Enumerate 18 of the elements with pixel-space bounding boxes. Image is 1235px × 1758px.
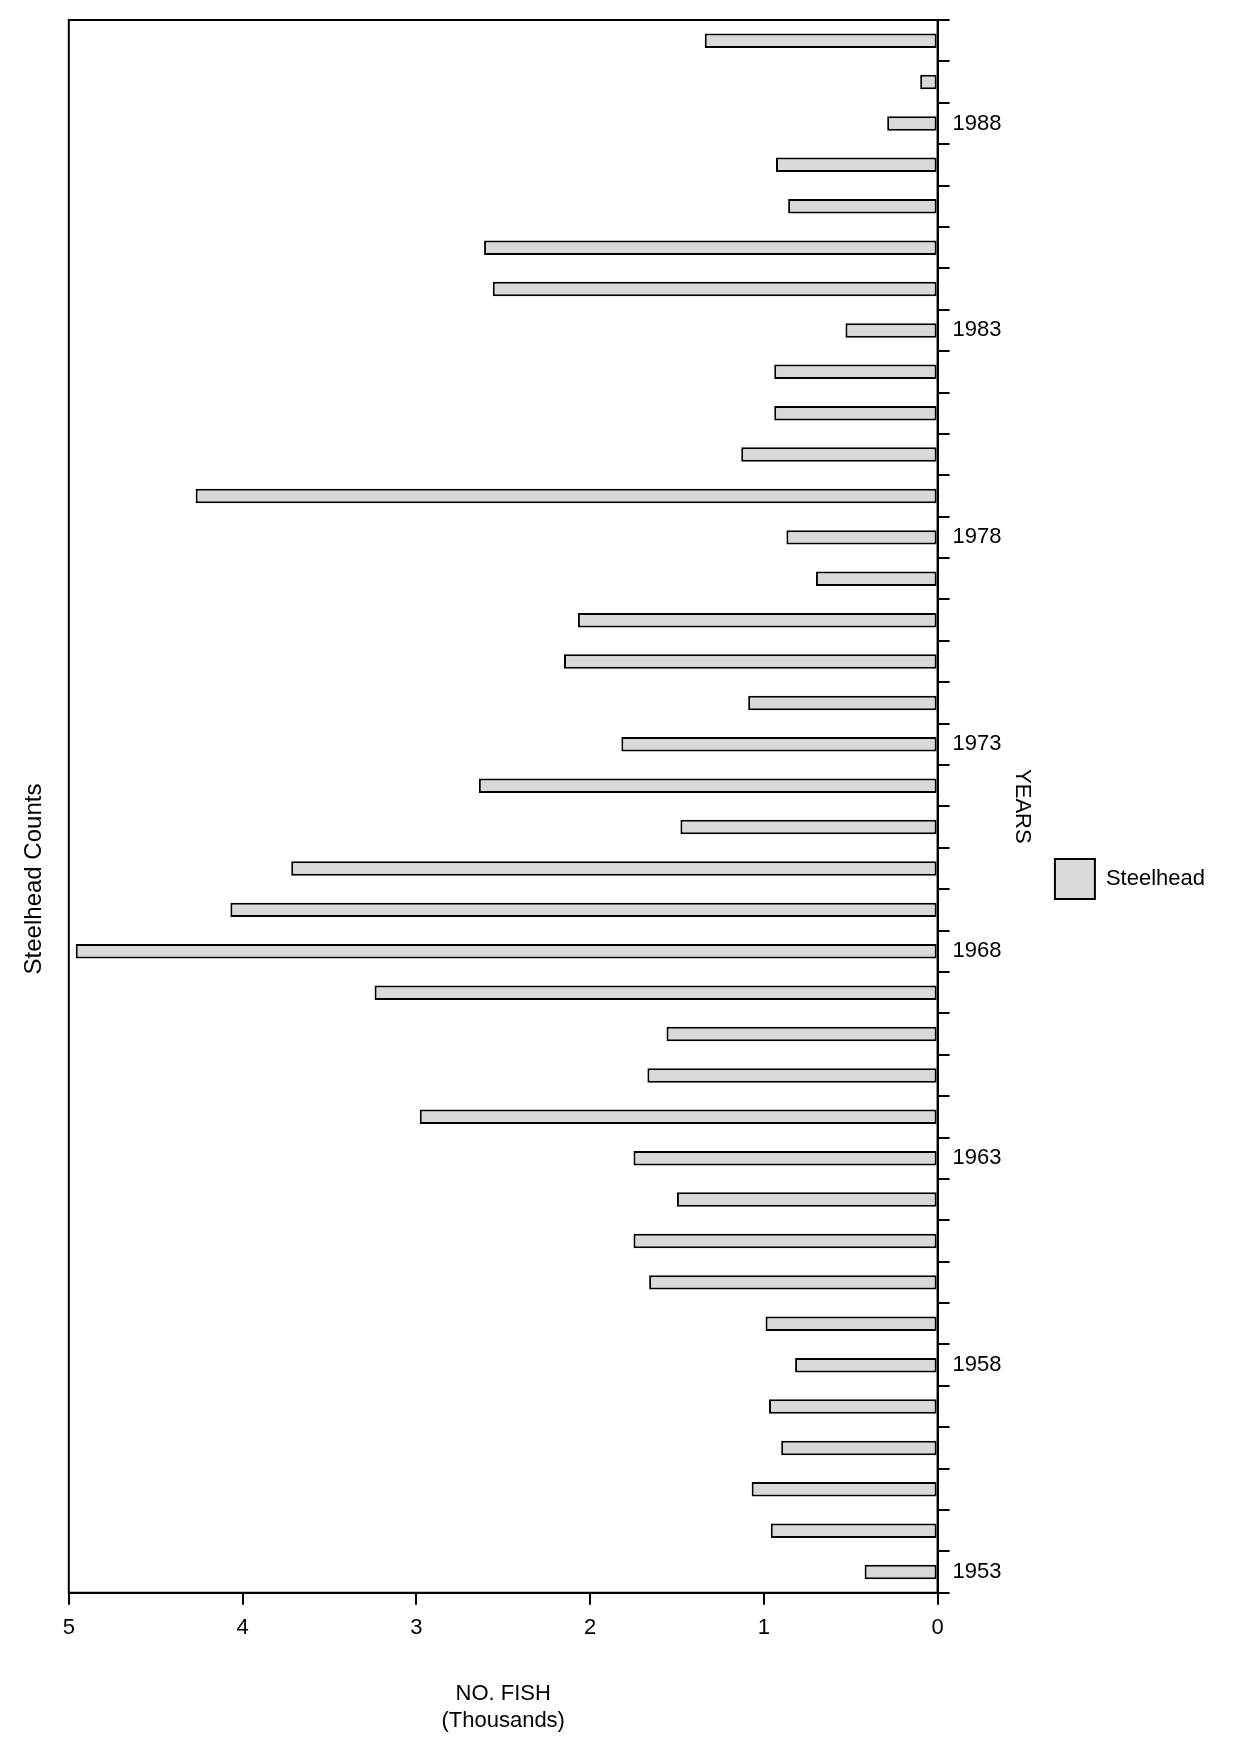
y-tick-label: 1968 (952, 937, 1002, 963)
x-tick-label: 0 (931, 1614, 944, 1640)
legend-label: Steelhead (1105, 865, 1206, 891)
y-tick-label: 1958 (952, 1351, 1002, 1377)
y-tick-label: 1983 (952, 316, 1002, 342)
text: Steelhead Counts (19, 783, 47, 975)
y-tick-label: 1953 (952, 1558, 1002, 1584)
y-tick-label: 1978 (952, 523, 1002, 549)
y-axis-title: YEARS (1010, 769, 1036, 844)
y-tick-label: 1973 (952, 730, 1002, 756)
x-tick-label: 3 (410, 1614, 423, 1640)
y-tick-label: 1988 (952, 109, 1002, 135)
x-tick-label: 4 (236, 1614, 249, 1640)
x-tick-label: 1 (757, 1614, 770, 1640)
x-axis-title: NO. FISH (Thousands) (441, 1680, 565, 1732)
y-tick-label: 1963 (952, 1144, 1002, 1170)
x-tick-label: 5 (62, 1614, 75, 1640)
x-tick-label: 2 (583, 1614, 597, 1640)
